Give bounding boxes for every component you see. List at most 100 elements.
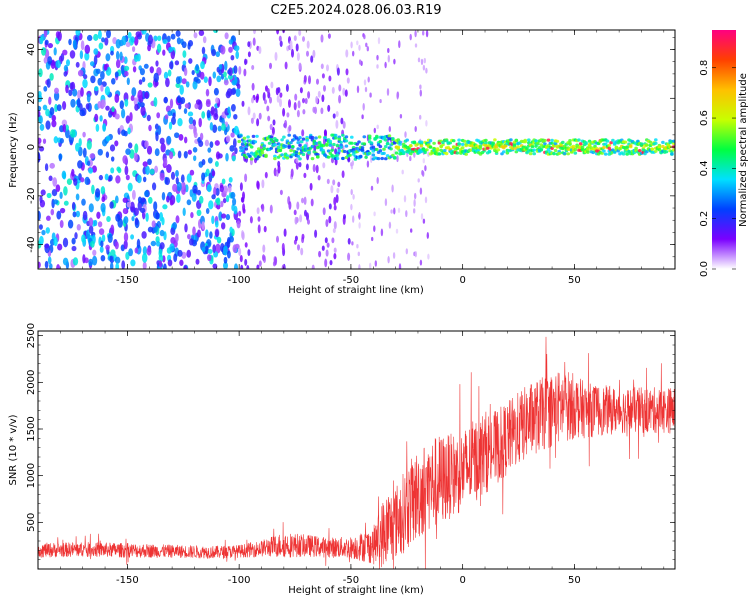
- heatmap-cell: [398, 140, 402, 144]
- heatmap-cell: [363, 79, 367, 86]
- heatmap-cell: [88, 217, 94, 227]
- heatmap-cell: [115, 39, 121, 49]
- heatmap-cell: [365, 42, 368, 48]
- heatmap-cell: [147, 82, 153, 88]
- heatmap-cell: [279, 40, 283, 47]
- heatmap-cell: [141, 76, 146, 83]
- y-tick-label: 1500: [26, 416, 37, 441]
- heatmap-cell: [448, 141, 453, 145]
- heatmap-cell: [43, 30, 48, 38]
- snr-y-ticks: 500 1000 1500 2000 2500: [26, 323, 675, 570]
- heatmap-cell: [56, 264, 61, 269]
- heatmap-cell: [281, 264, 285, 269]
- heatmap-cell: [299, 214, 303, 223]
- heatmap-cell: [357, 251, 360, 257]
- heatmap-cell: [289, 148, 293, 153]
- heatmap-cell: [90, 240, 95, 248]
- heatmap-cell: [205, 88, 210, 97]
- heatmap-cell: [419, 187, 423, 195]
- heatmap-cell: [213, 87, 219, 96]
- heatmap-cell: [229, 226, 233, 233]
- heatmap-cell: [61, 170, 67, 179]
- heatmap-cell: [428, 145, 433, 149]
- heatmap-cell: [375, 134, 379, 138]
- heatmap-cell: [362, 142, 367, 146]
- heatmap-cell: [58, 153, 62, 162]
- heatmap-cell: [115, 213, 121, 222]
- heatmap-cell: [205, 229, 209, 238]
- heatmap-cell: [532, 148, 536, 152]
- heatmap-cell: [55, 59, 61, 69]
- heatmap-cell: [301, 137, 306, 141]
- heatmap-cell: [315, 164, 319, 174]
- heatmap-cell: [278, 148, 283, 152]
- heatmap-cell: [263, 225, 267, 233]
- heatmap-cell: [398, 263, 402, 269]
- heatmap-cell: [671, 139, 675, 143]
- heatmap-cell: [255, 95, 259, 104]
- heatmap-cell: [215, 187, 220, 196]
- heatmap-cell: [326, 149, 331, 153]
- heatmap-cell: [77, 69, 84, 77]
- heatmap-cell: [161, 217, 165, 226]
- heatmap-cell: [154, 165, 159, 173]
- heatmap-cell: [126, 201, 132, 208]
- x-tick-label: -100: [228, 575, 251, 586]
- heatmap-cell: [139, 68, 145, 76]
- heatmap-cell: [110, 224, 115, 235]
- heatmap-cell: [242, 208, 246, 214]
- heatmap-cell: [65, 84, 69, 94]
- heatmap-cell: [371, 145, 376, 149]
- heatmap-cell: [192, 226, 196, 236]
- heatmap-cell: [255, 157, 259, 161]
- heatmap-cell: [105, 53, 111, 62]
- heatmap-cell: [88, 167, 94, 174]
- heatmap-cell: [306, 40, 310, 49]
- heatmap-cell: [73, 178, 78, 186]
- heatmap-cell: [335, 156, 340, 161]
- heatmap-cell: [62, 101, 67, 110]
- heatmap-cell: [310, 198, 314, 207]
- heatmap-cell: [298, 136, 302, 140]
- heatmap-cell: [45, 108, 50, 117]
- heatmap-cell: [169, 151, 174, 160]
- heatmap-cell: [176, 37, 181, 45]
- heatmap-cell: [80, 40, 85, 51]
- heatmap-cell: [367, 134, 372, 138]
- heatmap-cell: [51, 120, 57, 128]
- heatmap-cell: [392, 155, 397, 160]
- heatmap-cell: [184, 103, 190, 109]
- heatmap-cell: [216, 75, 222, 83]
- heatmap-cell: [514, 139, 519, 143]
- colorbar-ticks: 0.0 0.2 0.4 0.6 0.8: [699, 60, 736, 277]
- x-tick-label: -50: [343, 275, 359, 286]
- heatmap-cell: [330, 185, 334, 194]
- heatmap-cell: [38, 115, 43, 124]
- heatmap-cell: [241, 100, 245, 107]
- heatmap-cell: [246, 264, 250, 269]
- y-tick-label: 2000: [26, 370, 37, 395]
- heatmap-cell: [134, 103, 139, 111]
- heatmap-cell: [150, 240, 157, 247]
- heatmap-cell: [124, 70, 129, 77]
- heatmap-cell: [444, 152, 449, 156]
- heatmap-cell: [341, 133, 345, 137]
- heatmap-cell: [233, 65, 238, 74]
- heatmap-cell: [258, 112, 262, 120]
- heatmap-cell: [255, 134, 259, 138]
- heatmap-cell: [239, 182, 243, 191]
- heatmap-cell: [84, 44, 91, 55]
- heatmap-cell: [253, 140, 258, 144]
- heatmap-cell: [191, 192, 197, 202]
- heatmap-cell: [426, 232, 429, 239]
- heatmap-cell: [295, 157, 299, 164]
- heatmap-cell: [122, 208, 127, 214]
- heatmap-cell: [367, 151, 372, 155]
- heatmap-cell: [623, 140, 628, 144]
- heatmap-cell: [230, 88, 236, 95]
- heatmap-cell: [69, 82, 74, 90]
- heatmap-cell: [122, 197, 128, 203]
- heatmap-cell: [534, 139, 538, 143]
- heatmap-cell: [393, 207, 396, 215]
- heatmap-cell: [127, 31, 132, 39]
